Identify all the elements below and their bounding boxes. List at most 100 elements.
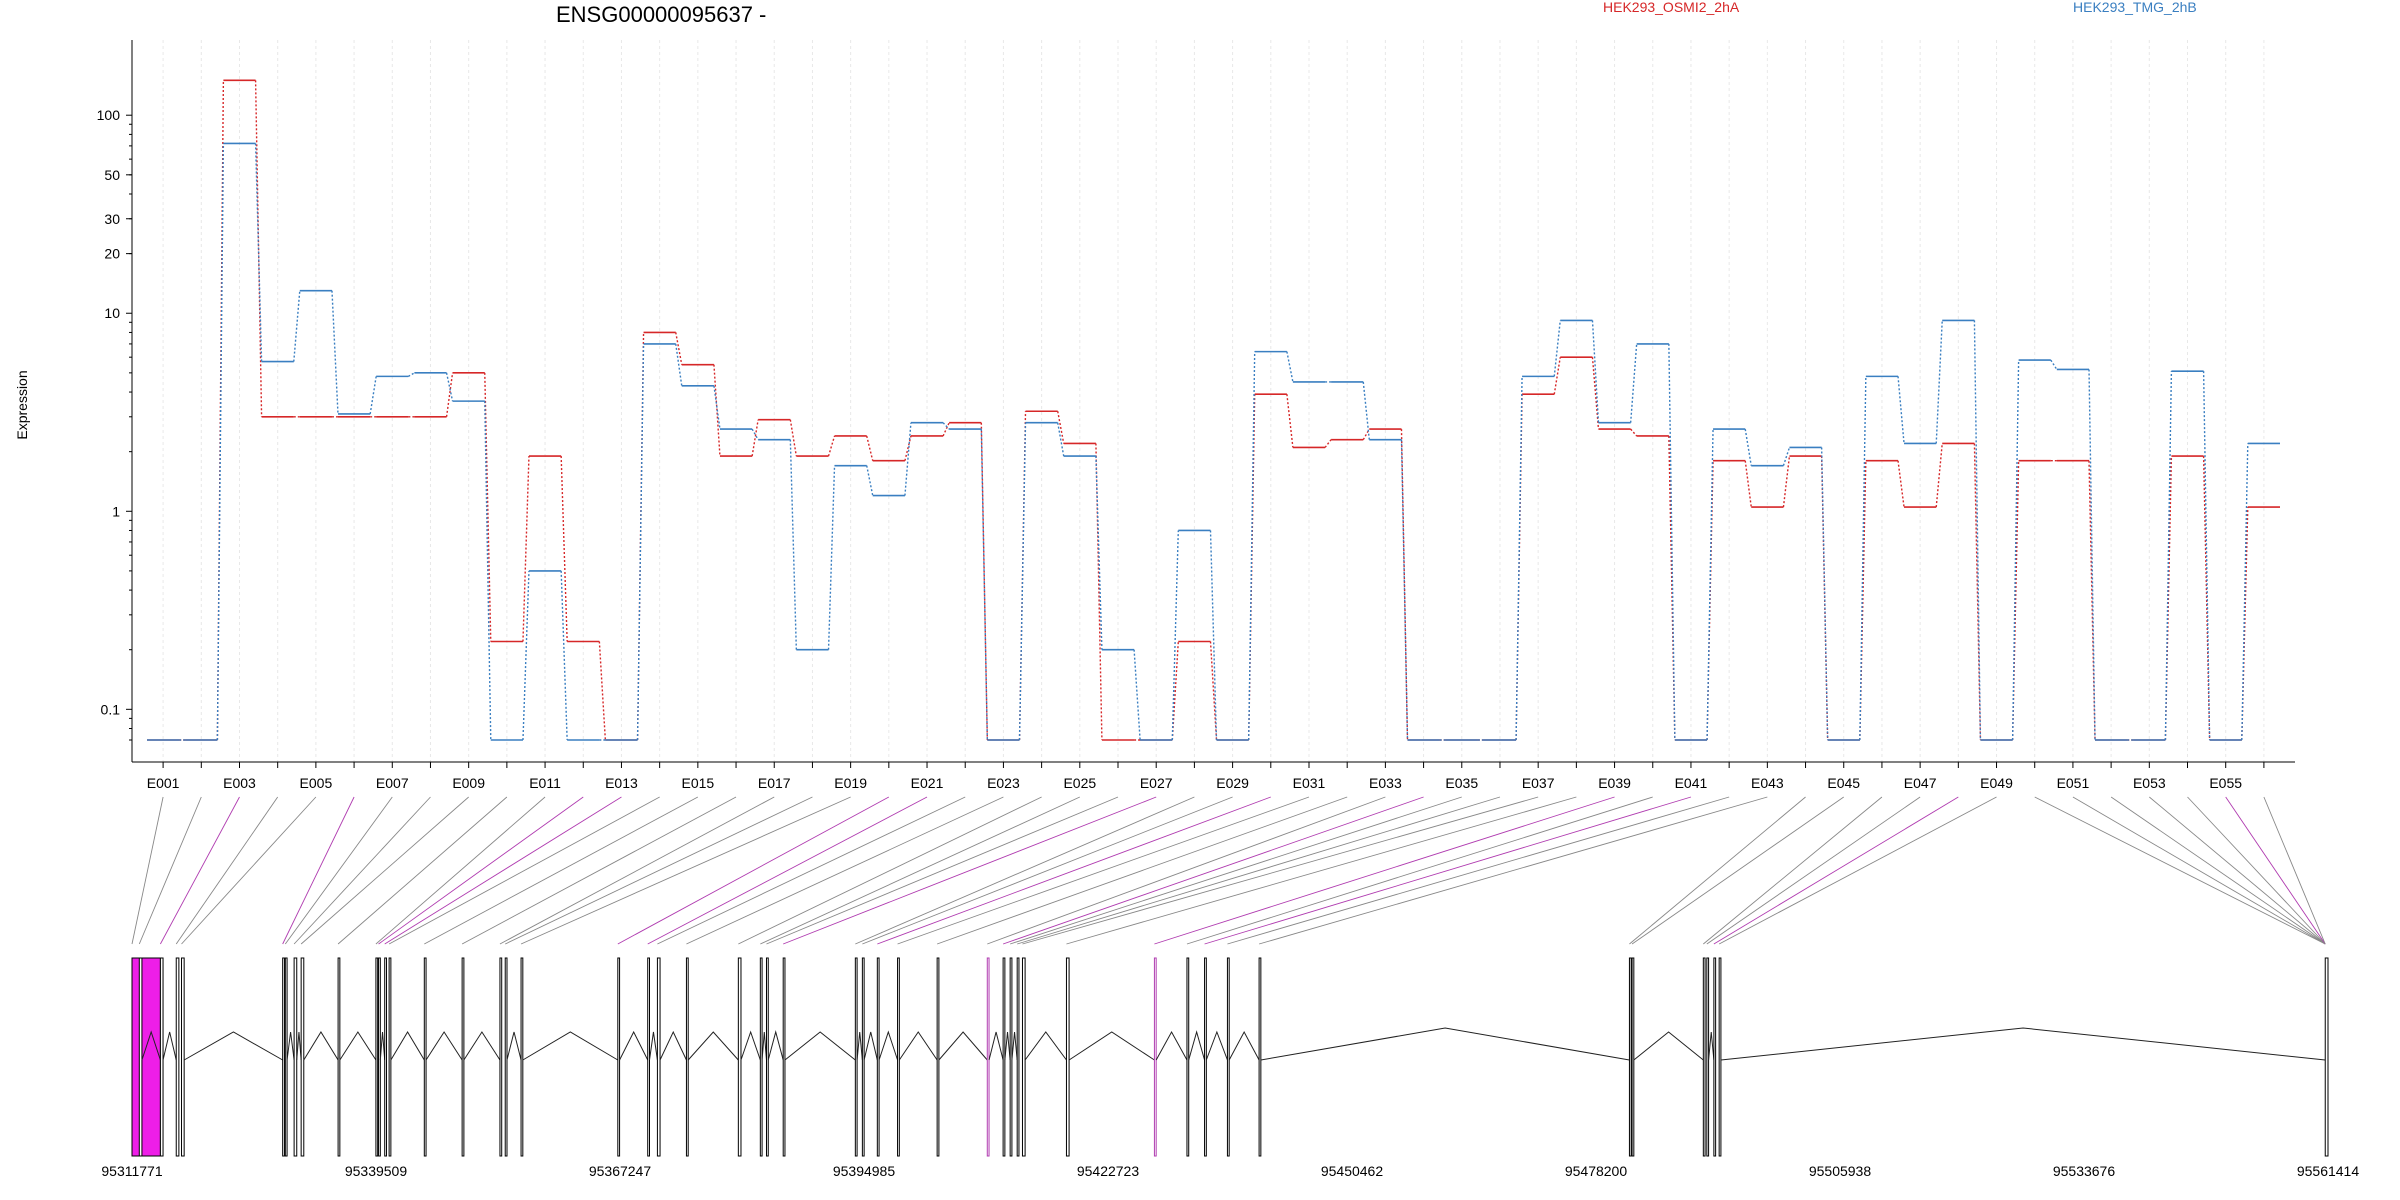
exon-box bbox=[499, 957, 503, 1157]
exon-connector bbox=[1706, 796, 1921, 945]
exon-connector bbox=[760, 796, 1081, 945]
series-connector bbox=[789, 439, 798, 650]
genome-tick-label: 95505938 bbox=[1809, 1163, 1872, 1179]
legend-series-2: HEK293_TMG_2hB bbox=[2073, 0, 2197, 15]
series-connector bbox=[904, 422, 912, 496]
series-connector bbox=[1057, 422, 1065, 457]
intron-line bbox=[1720, 1027, 2326, 1061]
exon-connector bbox=[284, 796, 393, 945]
x-tick-label: E053 bbox=[2133, 775, 2166, 791]
exon-box bbox=[765, 957, 769, 1157]
exon-box bbox=[337, 957, 341, 1157]
exon-connector bbox=[2187, 796, 2326, 945]
exon-connector bbox=[505, 796, 813, 945]
exon-connector bbox=[936, 796, 1348, 945]
x-tick-label: E031 bbox=[1293, 775, 1326, 791]
exon-box bbox=[504, 957, 508, 1157]
series-connector bbox=[598, 641, 607, 741]
x-tick-label: E055 bbox=[2209, 775, 2242, 791]
exon-box bbox=[2324, 957, 2329, 1157]
series-connector bbox=[1515, 376, 1523, 741]
series-connector bbox=[675, 343, 683, 386]
exon-connector bbox=[293, 796, 431, 945]
genome-tick-label: 95367247 bbox=[589, 1163, 652, 1179]
genome-tick-label: 95478200 bbox=[1565, 1163, 1628, 1179]
series-connector bbox=[827, 465, 836, 650]
exon-connector bbox=[2149, 796, 2326, 945]
series-connector bbox=[751, 419, 759, 457]
intron-line bbox=[1205, 1030, 1228, 1061]
exon-connector bbox=[1186, 796, 1653, 945]
exon-box bbox=[854, 957, 858, 1157]
series-connector bbox=[942, 422, 950, 437]
series-connector bbox=[1859, 460, 1867, 741]
y-tick-label: 10 bbox=[104, 305, 120, 321]
x-tick-label: E045 bbox=[1827, 775, 1860, 791]
exon-box bbox=[284, 957, 288, 1157]
exon-box bbox=[1713, 957, 1717, 1157]
x-tick-label: E043 bbox=[1751, 775, 1784, 791]
intron-line bbox=[784, 1031, 856, 1061]
exon-connector bbox=[877, 796, 1271, 945]
intron-line bbox=[162, 1031, 177, 1061]
intron-line bbox=[761, 1031, 767, 1061]
series-connector bbox=[1744, 428, 1752, 466]
exon-connector bbox=[686, 796, 1004, 945]
intron-line bbox=[1228, 1030, 1260, 1061]
series-connector bbox=[1820, 447, 1829, 741]
intron-line bbox=[1260, 1027, 1630, 1061]
intron-line bbox=[506, 1031, 522, 1061]
exon-box bbox=[685, 957, 689, 1157]
series-connector bbox=[1629, 343, 1638, 423]
exon-connector bbox=[160, 796, 240, 945]
exon-connector bbox=[2034, 796, 2326, 945]
series-connector bbox=[2011, 460, 2020, 741]
exon-box bbox=[461, 957, 465, 1157]
x-tick-label: E019 bbox=[834, 775, 867, 791]
exon-box bbox=[181, 957, 185, 1157]
exon-connector bbox=[1629, 796, 1806, 945]
exon-box bbox=[1186, 957, 1190, 1157]
intron-line bbox=[898, 1031, 938, 1061]
exon-connector bbox=[2225, 796, 2326, 945]
exon-connector bbox=[657, 796, 966, 945]
intron-line bbox=[1155, 1030, 1188, 1061]
series-connector bbox=[1171, 530, 1179, 741]
exon-connector bbox=[1227, 796, 1730, 945]
series-2 bbox=[147, 142, 2280, 741]
exon-connector bbox=[1010, 796, 1462, 945]
series-connector bbox=[980, 422, 989, 741]
exon-box bbox=[282, 957, 285, 1157]
exon-connector bbox=[1204, 796, 1692, 945]
exon-box bbox=[175, 957, 180, 1157]
series-connector bbox=[866, 465, 874, 496]
x-tick-label: E035 bbox=[1445, 775, 1478, 791]
exon-box bbox=[375, 957, 379, 1157]
exon-box bbox=[388, 957, 392, 1157]
intron-line bbox=[938, 1031, 988, 1061]
x-tick-label: E027 bbox=[1140, 775, 1173, 791]
exon-connector bbox=[2263, 796, 2326, 945]
intron-line bbox=[141, 1030, 161, 1061]
series-connector bbox=[1591, 320, 1600, 423]
chart-title: ENSG00000095637 - bbox=[556, 2, 766, 27]
series-connector bbox=[1248, 351, 1256, 741]
series-connector bbox=[2011, 360, 2020, 741]
exon-connector bbox=[375, 796, 546, 945]
series-connector bbox=[1897, 460, 1905, 508]
intron-line bbox=[740, 1030, 761, 1061]
y-axis-label: Expression bbox=[14, 370, 30, 439]
exon-connector bbox=[862, 796, 1233, 945]
series-connector bbox=[1935, 443, 1943, 508]
exon-box bbox=[1226, 957, 1230, 1157]
y-tick-label: 50 bbox=[104, 167, 120, 183]
intron-line bbox=[1024, 1031, 1067, 1061]
intron-line bbox=[1708, 1031, 1715, 1061]
exon-box bbox=[782, 957, 786, 1157]
genome-tick-label: 95422723 bbox=[1077, 1163, 1140, 1179]
intron-line bbox=[183, 1031, 283, 1061]
x-tick-label: E039 bbox=[1598, 775, 1631, 791]
x-tick-label: E009 bbox=[452, 775, 485, 791]
exon-box bbox=[1021, 957, 1026, 1157]
exon-connector bbox=[617, 796, 890, 945]
